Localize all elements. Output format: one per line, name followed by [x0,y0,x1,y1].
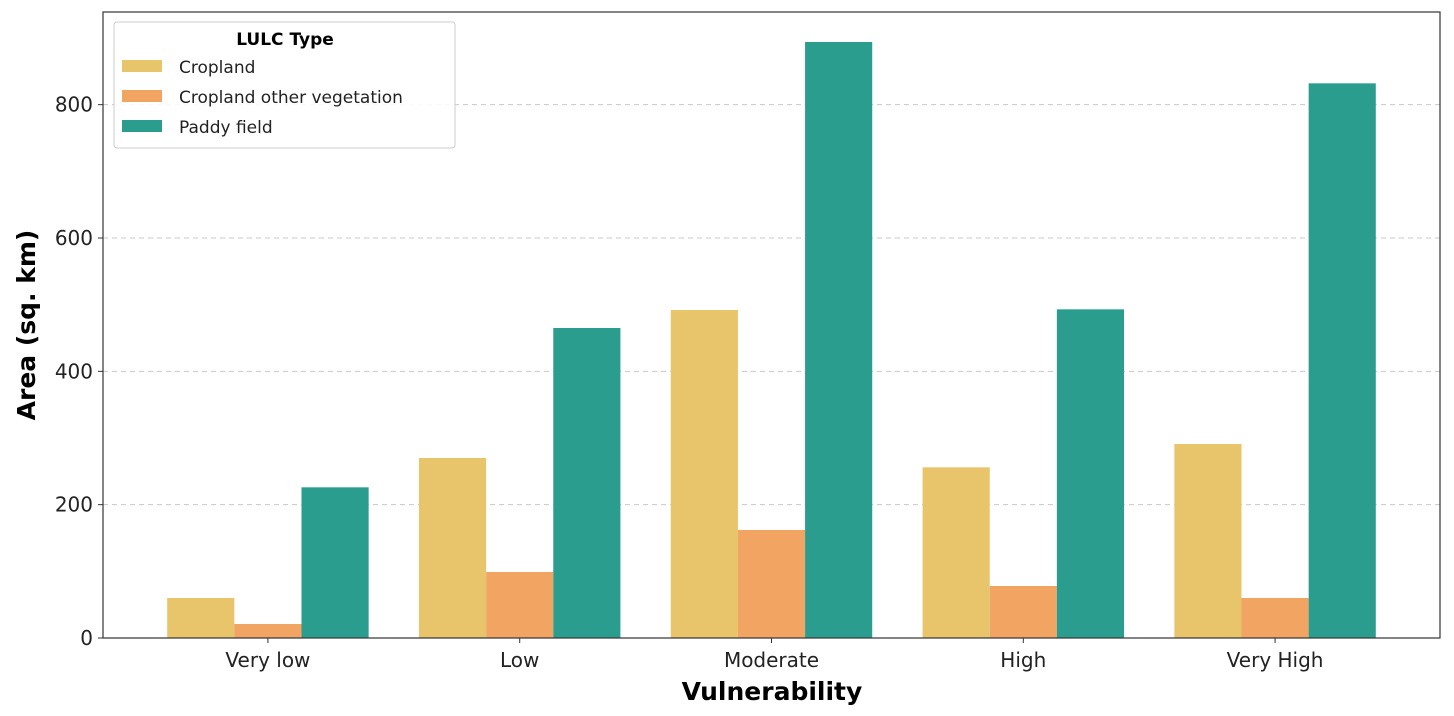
bar-cropland-other-vegetation [1241,598,1309,638]
bar-cropland-other-vegetation [486,572,554,638]
legend-swatch [122,90,162,102]
legend-swatch [122,120,162,132]
bar-cropland-other-vegetation [989,586,1057,638]
y-tick-label: 0 [80,626,93,650]
bar-cropland [922,467,990,638]
x-tick-label: Very High [1227,648,1324,672]
bar-cropland [418,458,487,638]
bar-cropland-other-vegetation [234,624,302,638]
legend-title: LULC Type [236,30,334,50]
legend: LULC Type Cropland Cropland other vegetat… [113,21,456,149]
bar-paddy-field [301,487,369,638]
y-axis-label: Area (sq. km) [12,230,41,421]
bar-paddy-field [805,42,873,638]
legend-box [113,21,456,149]
x-tick-label: Low [500,648,539,672]
legend-label: Cropland other vegetation [179,88,403,108]
bar-paddy-field [553,328,621,638]
x-tick-label: Moderate [724,648,819,672]
bar-cropland [1174,444,1242,638]
x-axis-label: Vulnerability [682,677,863,706]
legend-swatch [122,60,162,72]
bar-paddy-field [1056,309,1125,638]
y-tick-label: 200 [55,493,93,517]
y-tick-label: 800 [55,93,93,117]
y-tick-label: 600 [55,226,93,250]
bar-cropland-other-vegetation [737,530,806,638]
y-tick-label: 400 [55,359,93,383]
bar-cropland [167,598,235,638]
bar-paddy-field [1308,83,1376,639]
legend-label: Cropland [179,58,255,78]
legend-label: Paddy field [179,118,273,138]
x-tick-label: High [1000,648,1046,672]
bar-cropland [670,310,738,638]
x-tick-label: Very low [225,648,310,672]
